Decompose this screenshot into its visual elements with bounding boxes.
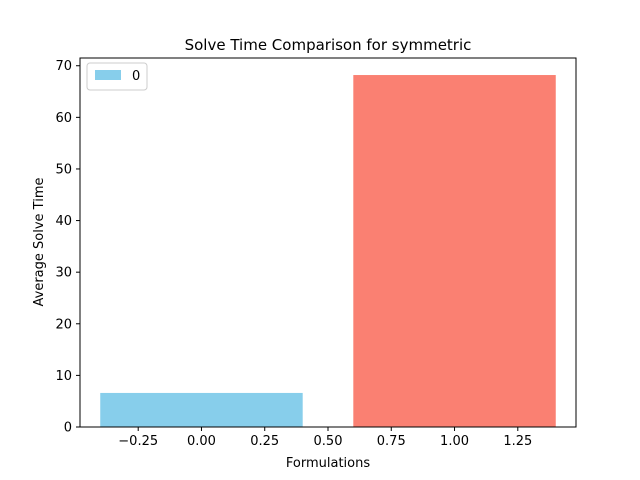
y-tick-label: 0 — [64, 421, 72, 436]
x-tick-label: 0.25 — [250, 434, 279, 449]
legend-label: 0 — [132, 69, 140, 84]
x-tick-label: 1.25 — [503, 434, 532, 449]
legend: 0 — [86, 62, 148, 91]
x-tick-label: −0.25 — [118, 434, 158, 449]
y-tick-label: 40 — [55, 214, 72, 229]
bars-layer — [100, 75, 556, 428]
y-tick-label: 50 — [55, 162, 72, 177]
x-axis-title: Formulations — [286, 456, 370, 471]
x-tick-label: 0.00 — [187, 434, 216, 449]
y-tick-label: 30 — [55, 266, 72, 281]
legend-swatch — [95, 70, 121, 80]
y-tick-label: 70 — [55, 59, 72, 74]
x-tick-label: 0.75 — [377, 434, 406, 449]
bar-0 — [100, 392, 303, 427]
bar-1 — [353, 75, 556, 428]
x-tick-label: 1.00 — [440, 434, 469, 449]
y-tick-label: 10 — [55, 369, 72, 384]
y-axis-title: Average Solve Time — [32, 178, 47, 307]
y-tick-label: 60 — [55, 111, 72, 126]
axes-layer: −0.25 0.00 0.25 0.50 0.75 1.00 1.25 0 10 20 30 40 50… — [55, 57, 577, 449]
y-tick-label: 20 — [55, 317, 72, 332]
chart-title: Solve Time Comparison for symmetric — [185, 36, 472, 54]
x-tick-label: 0.50 — [314, 434, 343, 449]
